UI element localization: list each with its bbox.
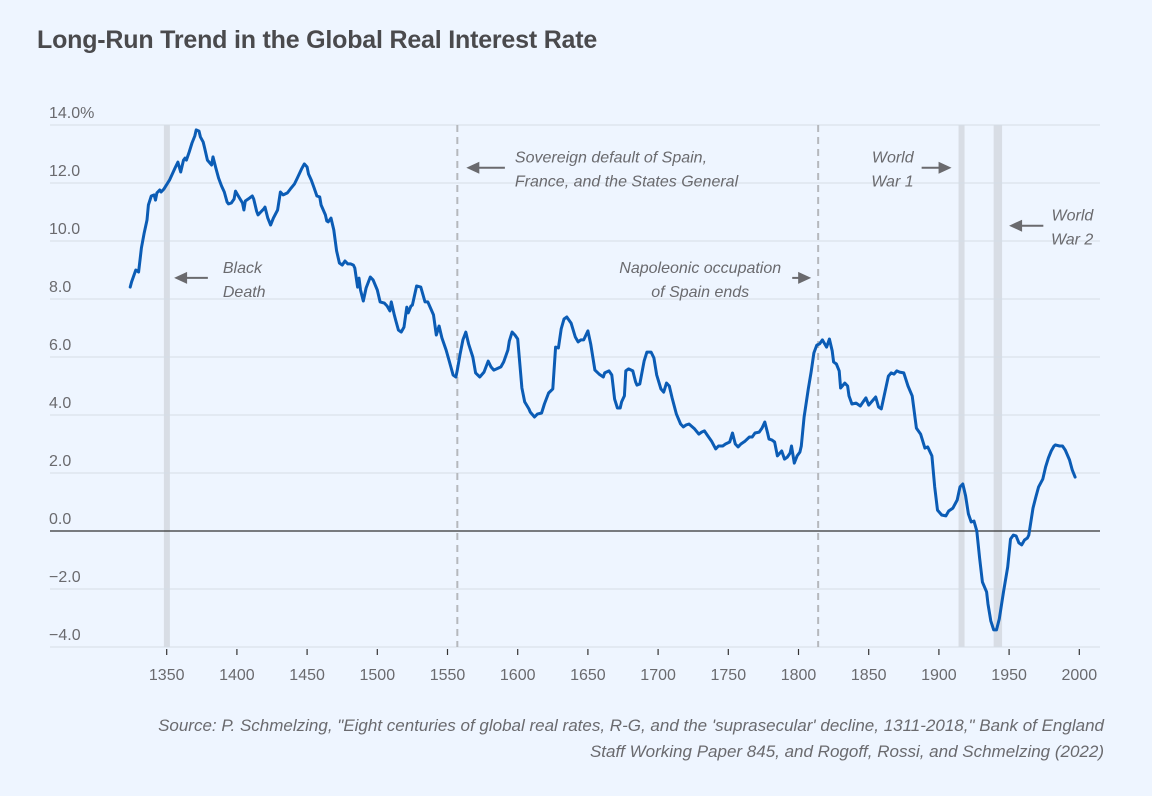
annotation-text: Black Death <box>223 260 266 301</box>
x-tick-label: 1700 <box>640 667 676 684</box>
annotation-line: France, and the States General <box>515 174 739 191</box>
x-tick-label: 1800 <box>781 667 817 684</box>
y-tick-label: 6.0 <box>49 337 71 354</box>
x-axis: 1350 1400 1450 1500 1550 1600 1650 1700 1750 1800… <box>149 649 1097 684</box>
y-tick-label: 10.0 <box>49 221 80 238</box>
y-tick-label: 14.0% <box>49 105 94 122</box>
annotation-line: World <box>1052 208 1095 225</box>
annotation-line: Black <box>223 260 263 277</box>
x-tick-label: 1450 <box>289 667 325 684</box>
y-tick-label: 0.0 <box>49 511 71 528</box>
x-tick-label: 1900 <box>921 667 957 684</box>
gridlines <box>50 124 1100 648</box>
annotation-text: World War 1 <box>871 150 914 191</box>
x-tick-label: 1500 <box>360 667 396 684</box>
x-tick-label: 1600 <box>500 667 536 684</box>
y-tick-label: 4.0 <box>49 395 71 412</box>
x-tick-label: 1650 <box>570 667 606 684</box>
annotation-line: Napoleonic occupation <box>619 260 781 277</box>
annotation-arrow-head <box>798 271 812 284</box>
x-tick-label: 1850 <box>851 667 887 684</box>
annotation-line: World <box>872 150 915 167</box>
annotation-text: Napoleonic occupation of Spain ends <box>619 260 781 301</box>
shaded-band-world-war-2 <box>993 125 1003 647</box>
source-line-1: Source: P. Schmelzing, "Eight centuries … <box>158 716 1104 735</box>
y-axis: 14.0% 12.0 10.0 8.0 6.0 4.0 2.0 0.0 −2.0 −4.0 <box>49 105 94 644</box>
source-line-2: Staff Working Paper 845, and Rogoff, Ros… <box>589 742 1104 761</box>
x-tick-label: 1400 <box>219 667 255 684</box>
series-line-real-rate <box>128 128 1077 632</box>
annotation-black-death: Black Death <box>174 260 266 301</box>
annotation-arrow-head <box>938 161 952 174</box>
annotation-text: World War 2 <box>1051 208 1094 249</box>
y-tick-label: −4.0 <box>49 627 81 644</box>
annotation-line: War 1 <box>871 174 913 191</box>
chart-title: Long-Run Trend in the Global Real Intere… <box>37 26 598 54</box>
annotation-text: Sovereign default of Spain, France, and t… <box>515 150 739 191</box>
shaded-band-world-war-1 <box>958 125 965 647</box>
annotation-line: War 2 <box>1051 232 1093 249</box>
event-dashed-lines <box>456 125 820 647</box>
annotation-arrow-head <box>466 161 480 174</box>
source-note: Source: P. Schmelzing, "Eight centuries … <box>24 713 1104 765</box>
annotations: Black Death Sovereign default of Spain, Fra… <box>174 150 1094 301</box>
shaded-bands <box>163 125 1003 647</box>
annotation-line: Sovereign default of Spain, <box>515 150 707 167</box>
x-tick-label: 1550 <box>430 667 466 684</box>
annotation-ww1: World War 1 <box>871 150 952 191</box>
annotation-arrow-head <box>174 271 188 284</box>
annotation-line: of Spain ends <box>651 284 749 301</box>
annotation-napoleonic: Napoleonic occupation of Spain ends <box>619 260 812 301</box>
shaded-band-black-death <box>163 125 170 647</box>
annotation-ww2: World War 2 <box>1009 208 1094 249</box>
y-tick-label: 8.0 <box>49 279 71 296</box>
x-tick-label: 2000 <box>1062 667 1098 684</box>
y-tick-label: 12.0 <box>49 163 80 180</box>
y-tick-label: 2.0 <box>49 453 71 470</box>
annotation-arrow-head <box>1009 219 1023 232</box>
x-tick-label: 1750 <box>711 667 747 684</box>
x-tick-label: 1950 <box>991 667 1027 684</box>
annotation-line: Death <box>223 284 266 301</box>
annotation-sovereign-default: Sovereign default of Spain, France, and t… <box>466 150 739 191</box>
y-tick-label: −2.0 <box>49 569 81 586</box>
x-tick-label: 1350 <box>149 667 185 684</box>
